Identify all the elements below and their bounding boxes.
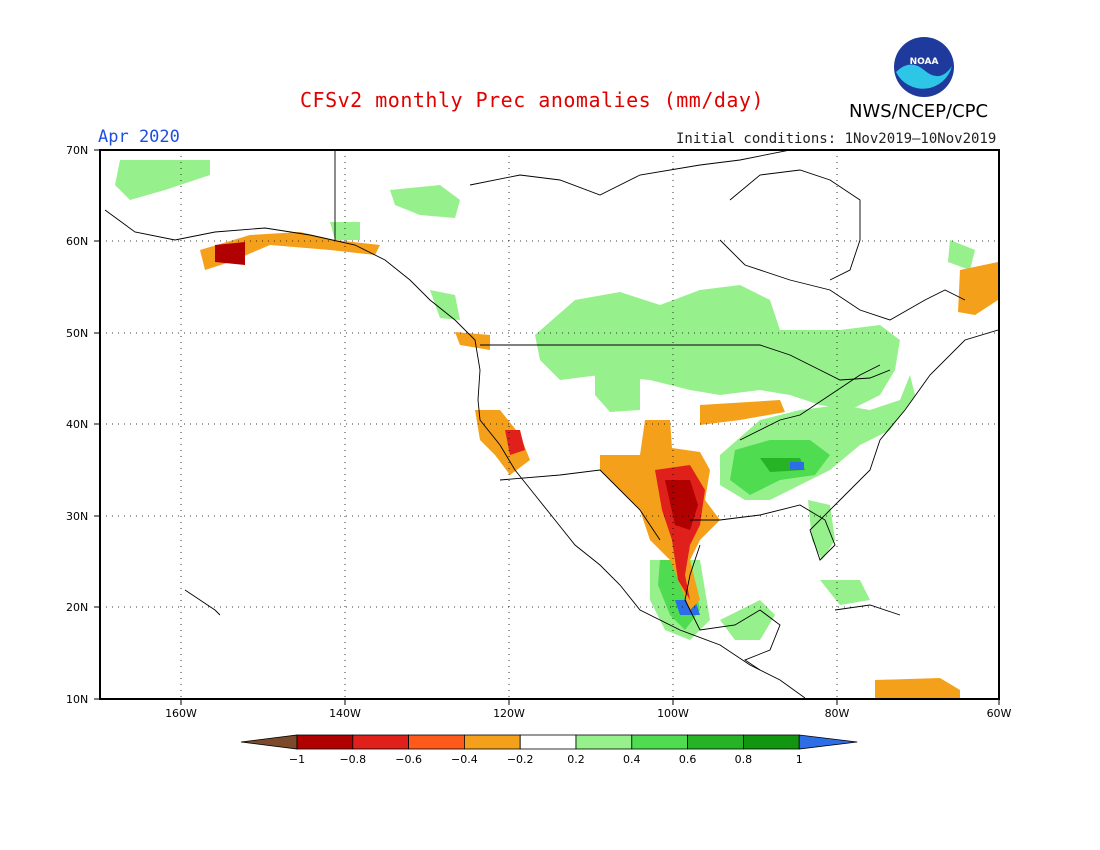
dry-anomaly-california <box>475 410 530 475</box>
colorbar-end-min <box>240 734 298 750</box>
anomaly-shading <box>115 160 998 698</box>
colorbar: −1 −0.8 −0.6 −0.4 −0.2 0.2 0.4 0.6 0.8 1 <box>240 734 858 766</box>
dry-anomaly-alaska <box>200 232 380 270</box>
colorbar-end-max <box>798 734 858 750</box>
agency-label: NWS/NCEP/CPC <box>849 101 989 122</box>
lon-label: 160W <box>165 707 197 720</box>
wet-anomaly-canada <box>535 285 900 410</box>
wet-anomaly-bc <box>430 290 460 320</box>
lat-label: 70N <box>66 144 88 157</box>
colorbar-tick-label: −0.8 <box>339 753 366 766</box>
colorbar-tick-label: 1 <box>796 753 803 766</box>
wet-anomaly-caribbean <box>820 580 870 605</box>
axis-ticks <box>94 149 1000 705</box>
lon-labels: 160W 140W 120W 100W 80W 60W <box>165 707 1011 720</box>
colorbar-swatch <box>296 734 354 750</box>
lat-label: 40N <box>66 418 88 431</box>
colorbar-tick-label: 0.4 <box>623 753 641 766</box>
coastlines <box>104 151 998 698</box>
colorbar-tick-label: 0.2 <box>567 753 585 766</box>
lat-label: 10N <box>66 693 88 706</box>
dry-anomaly-newfoundland <box>958 262 998 315</box>
lat-label: 20N <box>66 601 88 614</box>
lat-label: 50N <box>66 327 88 340</box>
noaa-logo: NOAA <box>894 37 954 97</box>
wet-anomaly-colorado <box>595 375 640 412</box>
logo-text: NOAA <box>910 57 939 67</box>
wet-anomaly-labrador <box>948 240 975 270</box>
map-content <box>101 151 998 698</box>
lon-label: 140W <box>329 707 361 720</box>
dry-medium-california <box>505 430 525 455</box>
colorbar-swatch <box>519 734 577 750</box>
lat-labels: 70N 60N 50N 40N 30N 20N 10N <box>66 144 88 706</box>
lon-label: 80W <box>825 707 850 720</box>
colorbar-swatch <box>408 734 465 750</box>
forecast-month: Apr 2020 <box>98 127 180 147</box>
wet-max-tn <box>790 462 804 470</box>
colorbar-tick-label: −0.2 <box>507 753 534 766</box>
colorbar-swatch <box>575 734 633 750</box>
colorbar-tick-label: 0.8 <box>735 753 753 766</box>
initial-conditions: Initial conditions: 1Nov2019–10Nov2019 <box>676 131 997 147</box>
dry-anomaly-pnw <box>455 332 490 350</box>
lon-label: 60W <box>987 707 1012 720</box>
colorbar-swatch <box>352 734 409 750</box>
lon-label: 100W <box>657 707 689 720</box>
wet-anomaly-arctic <box>390 185 460 218</box>
lat-label: 30N <box>66 510 88 523</box>
colorbar-tick-label: −0.4 <box>451 753 478 766</box>
colorbar-swatch <box>743 734 800 750</box>
colorbar-tick-label: −1 <box>289 753 305 766</box>
dry-anomaly-midwest <box>700 400 785 425</box>
colorbar-tick-label: 0.6 <box>679 753 697 766</box>
map-title: CFSv2 monthly Prec anomalies (mm/day) <box>300 88 765 112</box>
dry-strong-alaska <box>215 242 245 265</box>
colorbar-swatch <box>463 734 521 750</box>
colorbar-swatch <box>631 734 688 750</box>
wet-anomaly-yukon <box>330 222 360 240</box>
wet-anomaly-alaska-n <box>115 160 210 200</box>
lat-label: 60N <box>66 235 88 248</box>
dry-anomaly-sa <box>875 678 960 698</box>
colorbar-tick-label: −0.6 <box>395 753 422 766</box>
wet-anomaly-central-am <box>720 600 775 640</box>
colorbar-swatch <box>687 734 744 750</box>
lon-label: 120W <box>493 707 525 720</box>
